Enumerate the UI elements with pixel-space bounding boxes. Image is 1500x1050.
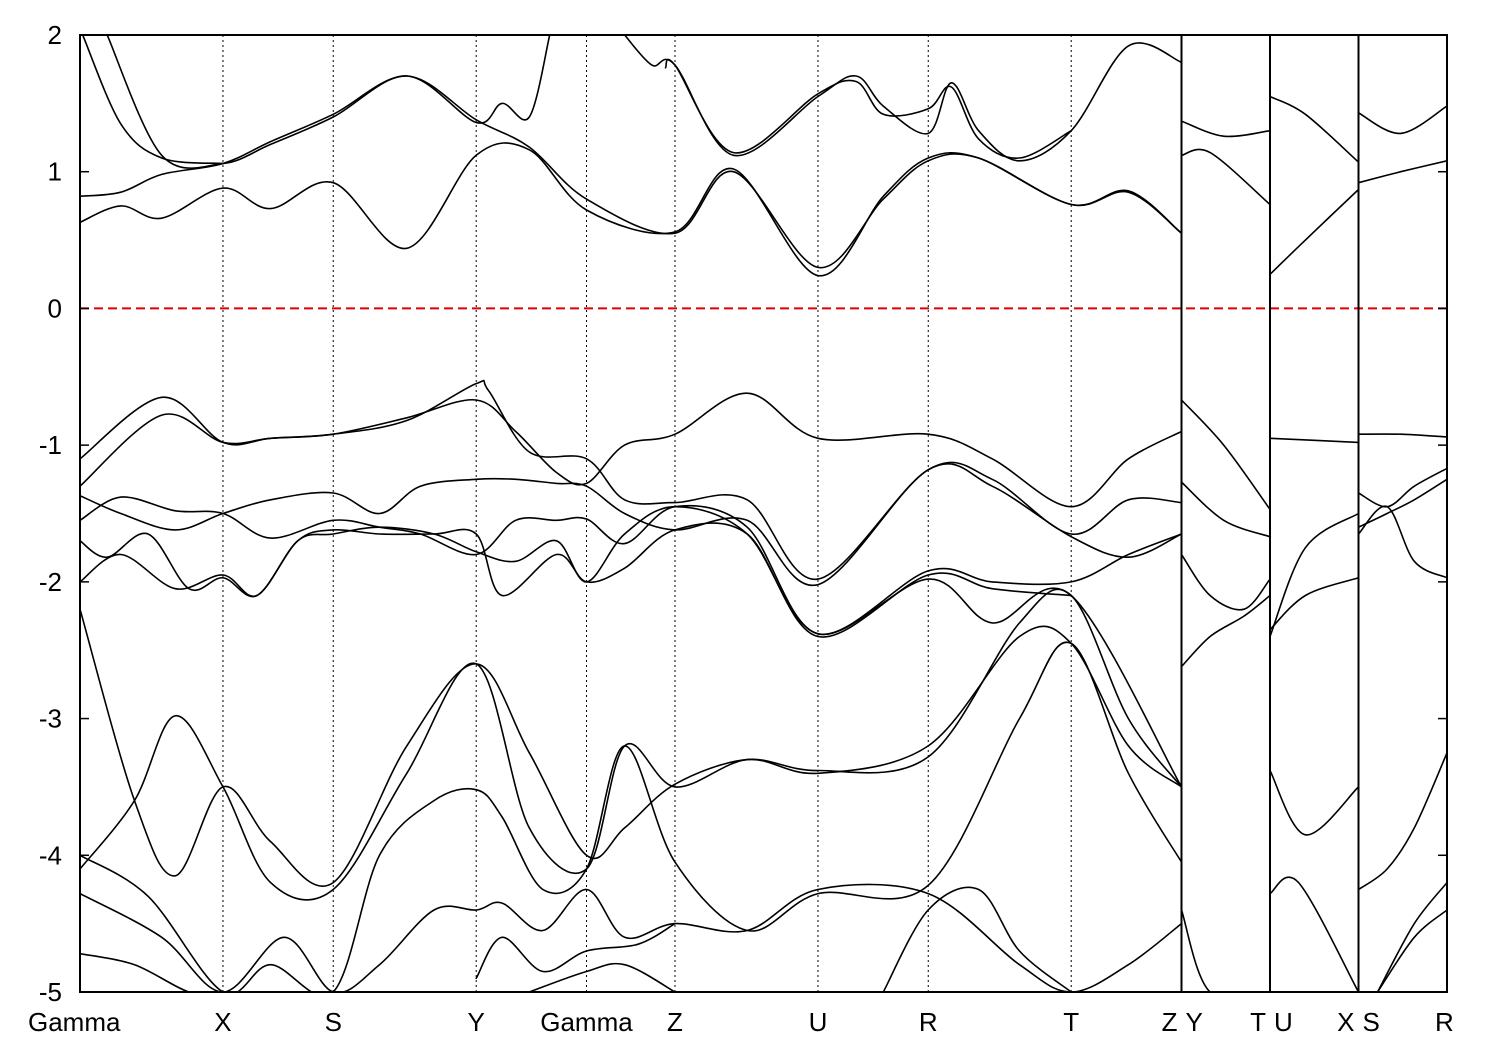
band-line xyxy=(1180,148,1271,206)
band-line xyxy=(1180,909,1271,992)
band-line xyxy=(1269,512,1360,638)
path-break-lines xyxy=(1180,35,1360,992)
band-line xyxy=(664,58,1072,159)
x-tick-label: Z xyxy=(667,1007,683,1037)
band-line xyxy=(1269,769,1360,836)
band-line xyxy=(80,496,1183,636)
band-line xyxy=(1357,505,1447,579)
band-line xyxy=(1269,577,1360,631)
band-line xyxy=(882,886,1072,992)
band-line xyxy=(80,505,1183,788)
band-line xyxy=(80,392,1183,508)
band-line xyxy=(80,463,1183,587)
band-line xyxy=(1269,95,1360,163)
x-tick-label: Gamma xyxy=(540,1007,633,1037)
x-tick-label: S xyxy=(325,1007,342,1037)
band-line xyxy=(1357,467,1447,508)
x-tick-label: T xyxy=(1250,1007,1266,1037)
band-line xyxy=(1180,481,1271,538)
band-line xyxy=(81,35,224,165)
band-line xyxy=(1357,160,1447,184)
band-line xyxy=(80,522,1072,638)
plot-frame xyxy=(79,34,1448,993)
band-line xyxy=(80,883,1183,992)
band-line xyxy=(528,962,676,992)
y-tick-label: 2 xyxy=(48,20,62,50)
x-axis: Gamma X S Y Gamma Z U R T Z Y T U X S R xyxy=(28,1007,1454,1037)
x-tick-label: X xyxy=(1337,1007,1354,1037)
x-tick-label: T xyxy=(1063,1007,1079,1037)
band-line xyxy=(106,35,551,169)
y-tick-label: -3 xyxy=(39,704,62,734)
band-line xyxy=(1269,876,1360,992)
y-tick-label: 0 xyxy=(48,293,62,323)
x-tick-label: R xyxy=(1435,1007,1454,1037)
band-line xyxy=(80,588,1183,887)
x-tick-label: U xyxy=(809,1007,828,1037)
band-line xyxy=(1180,594,1271,668)
band-line xyxy=(1357,105,1447,135)
band-line xyxy=(80,625,1183,901)
band-line xyxy=(623,35,1183,162)
band-line xyxy=(1357,478,1447,528)
band-line xyxy=(1180,399,1271,511)
band-line xyxy=(1376,909,1447,992)
kpath-gridlines xyxy=(222,35,1072,992)
x-tick-label: X xyxy=(214,1007,231,1037)
band-line xyxy=(1269,188,1360,276)
x-tick-label: R xyxy=(919,1007,938,1037)
band-line xyxy=(475,922,676,980)
x-tick-label: S xyxy=(1362,1007,1379,1037)
band-line xyxy=(80,952,224,992)
y-tick-label: -4 xyxy=(39,840,62,870)
y-tick-label: -1 xyxy=(39,430,62,460)
x-tick-label: Gamma xyxy=(28,1007,121,1037)
band-line xyxy=(80,641,1183,992)
x-tick-label: Y xyxy=(468,1007,485,1037)
x-tick-label: Y xyxy=(1185,1007,1202,1037)
band-line xyxy=(80,75,1183,269)
band-line xyxy=(1269,437,1360,444)
plot-area xyxy=(80,35,1447,992)
x-tick-label: U xyxy=(1274,1007,1293,1037)
band-line xyxy=(1180,553,1271,611)
band-line xyxy=(1357,752,1447,891)
x-tick-label: Z xyxy=(1162,1007,1178,1037)
band-line xyxy=(80,142,1183,277)
y-tick-label: 1 xyxy=(48,157,62,187)
y-tick-label: -5 xyxy=(39,977,62,1007)
band-line xyxy=(80,379,1183,580)
band-line xyxy=(1180,120,1271,138)
band-line xyxy=(1376,881,1447,992)
y-axis: 2 1 0 -1 -2 -3 -4 -5 xyxy=(39,20,1447,1007)
y-tick-label: -2 xyxy=(39,567,62,597)
band-line xyxy=(1357,433,1447,438)
